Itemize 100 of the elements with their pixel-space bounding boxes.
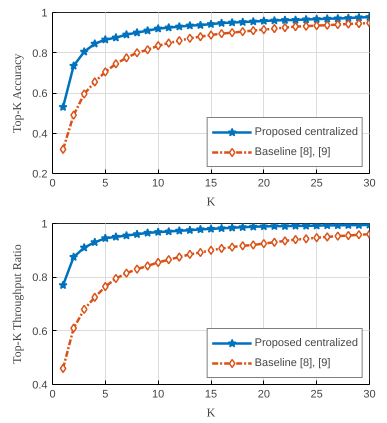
point — [154, 258, 162, 268]
point — [185, 225, 194, 234]
x-tick-label: 5 — [102, 178, 108, 190]
x-tick-label: 5 — [102, 388, 108, 400]
x-tick-label: 15 — [204, 178, 218, 190]
y-tick-label: 0.8 — [32, 48, 48, 60]
point — [208, 246, 214, 256]
point — [176, 252, 183, 262]
point — [356, 18, 362, 28]
point — [185, 20, 194, 30]
x-tick-label: 0 — [49, 178, 56, 190]
point — [100, 234, 110, 242]
point — [217, 18, 226, 28]
point — [134, 48, 140, 58]
point — [186, 250, 194, 260]
point — [80, 89, 88, 99]
point — [122, 230, 132, 240]
point — [259, 16, 268, 25]
point — [313, 232, 320, 242]
point — [282, 22, 288, 32]
point — [70, 323, 78, 333]
point — [228, 28, 236, 38]
point — [208, 30, 214, 40]
point — [69, 252, 78, 262]
point — [165, 38, 172, 48]
point — [134, 264, 140, 274]
point — [270, 16, 279, 25]
point — [238, 224, 248, 232]
point — [132, 229, 142, 238]
point — [239, 241, 246, 251]
point — [250, 26, 257, 36]
y-tick-label: 0.6 — [32, 326, 48, 338]
point — [91, 292, 98, 302]
point — [80, 304, 88, 314]
y-axis-title: Top-K Throughput Ratio — [10, 244, 24, 364]
point — [238, 17, 248, 26]
point — [270, 224, 279, 230]
point — [91, 77, 98, 87]
point — [206, 19, 216, 28]
point — [260, 238, 268, 248]
point — [290, 15, 300, 24]
x-axis-title: K — [206, 406, 216, 420]
point — [356, 230, 362, 240]
point — [248, 16, 258, 26]
point — [280, 224, 290, 230]
point — [334, 231, 342, 241]
point — [280, 15, 290, 24]
point — [206, 224, 216, 233]
point — [186, 34, 194, 44]
point — [154, 24, 163, 33]
point — [196, 20, 205, 30]
point — [334, 20, 342, 30]
y-tick-label: 0.6 — [32, 88, 48, 100]
point — [282, 236, 288, 246]
point — [60, 144, 66, 154]
y-tick-label: 0.2 — [32, 168, 48, 180]
legend-label: Baseline [8], [9] — [254, 357, 330, 369]
x-tick-label: 15 — [204, 388, 218, 400]
point — [218, 244, 225, 254]
x-tick-label: 10 — [152, 178, 164, 190]
x-tick-label: 10 — [152, 388, 164, 400]
point — [154, 227, 163, 236]
point — [248, 224, 258, 231]
point — [144, 44, 152, 54]
point — [100, 34, 110, 44]
legend-label: Proposed centralized — [254, 126, 358, 138]
y-tick-label: 0.8 — [32, 272, 48, 284]
point — [292, 22, 299, 32]
x-tick-label: 20 — [258, 178, 270, 190]
point — [102, 282, 109, 292]
point — [259, 224, 268, 230]
point — [302, 234, 310, 244]
x-axis-title: K — [206, 194, 216, 208]
point — [302, 21, 310, 31]
y-axis-title: Top-K Accuracy — [10, 54, 24, 134]
point — [260, 24, 268, 34]
point — [58, 280, 68, 290]
point — [344, 19, 352, 29]
point — [111, 232, 120, 241]
point — [344, 230, 352, 240]
point — [196, 224, 205, 234]
point — [102, 67, 109, 77]
point — [324, 232, 331, 242]
point — [90, 238, 100, 246]
point — [112, 59, 120, 69]
x-tick-label: 25 — [310, 388, 323, 400]
point — [80, 46, 89, 56]
point — [112, 274, 120, 284]
y-tick-label: 0.4 — [32, 380, 48, 392]
legend-label: Proposed centralized — [254, 337, 358, 349]
legend-label: Baseline [8], [9] — [254, 146, 330, 158]
point — [144, 261, 152, 271]
point — [197, 248, 204, 258]
point — [174, 226, 184, 235]
point — [174, 22, 184, 31]
point — [313, 20, 320, 30]
point — [228, 224, 237, 232]
point — [270, 24, 278, 34]
point — [302, 14, 311, 24]
y-tick-label: 1 — [41, 8, 48, 20]
